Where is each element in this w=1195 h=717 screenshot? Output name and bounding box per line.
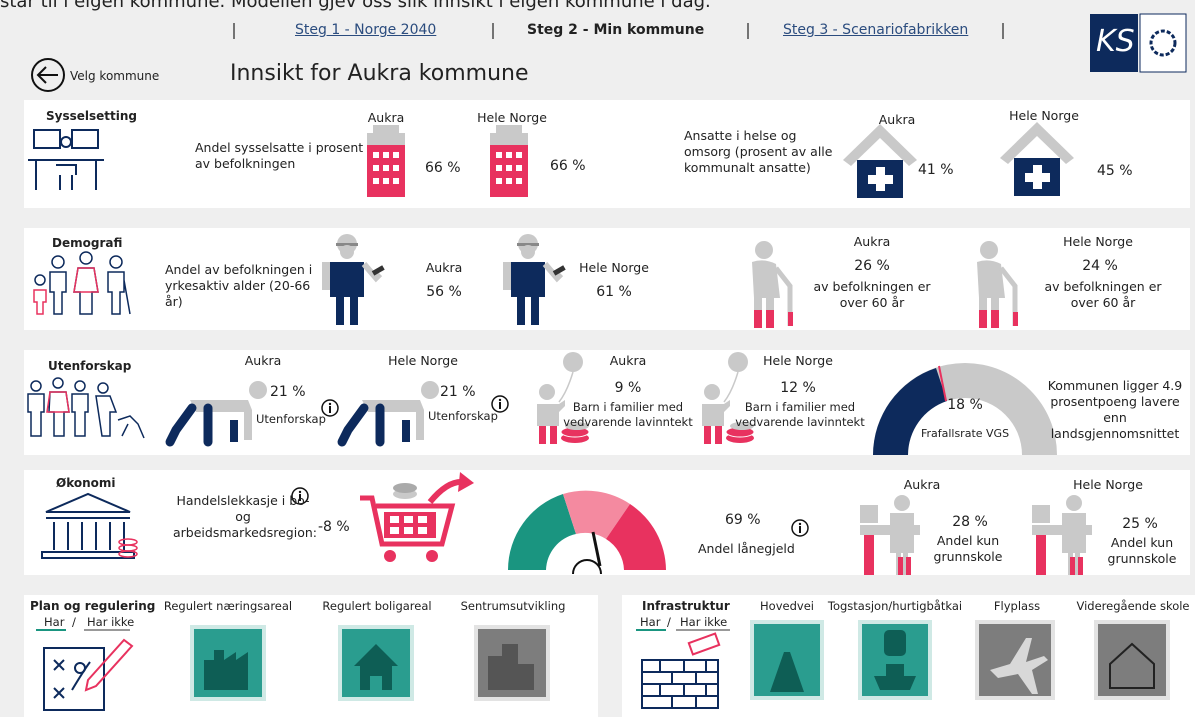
- metric-label: av befolkningen er over 60 år: [1044, 279, 1162, 310]
- plan-icon: [43, 638, 134, 711]
- value: 45 %: [1097, 163, 1133, 179]
- metric-label: Andel lånegjeld: [698, 541, 795, 556]
- bank-icon: [41, 492, 135, 559]
- item-label: Flyplass: [993, 599, 1041, 613]
- value: 18 %: [947, 397, 983, 413]
- metric-label: Barn i familier med vedvarende lavinntek…: [563, 400, 693, 429]
- section-title: Infrastruktur: [642, 599, 730, 613]
- place: Aukra: [853, 234, 891, 249]
- metric-label: Andel kun grunnskole: [933, 533, 1003, 564]
- tab-separator: /: [72, 615, 76, 629]
- metric-label: Barn i familier med vedvarende lavinntek…: [735, 400, 865, 429]
- item-label: Sentrumsutvikling: [460, 599, 566, 613]
- item-label: Togstasjon/hurtigbåtkai: [827, 599, 963, 613]
- value: 56 %: [426, 284, 462, 300]
- metric-label: Ansatte i helse og omsorg (prosent av al…: [684, 128, 833, 175]
- metric-label: Andel kun grunnskole: [1107, 535, 1177, 566]
- building-icon: [490, 125, 528, 197]
- place: Hele Norge: [579, 260, 649, 275]
- plan-tiles: [190, 625, 550, 701]
- place: Hele Norge: [1073, 477, 1143, 492]
- page-title: Innsikt for Aukra kommune: [230, 61, 529, 86]
- has-tab[interactable]: Har: [640, 615, 661, 629]
- value: -8 %: [318, 519, 350, 535]
- item-label: Hovedvei: [760, 599, 814, 613]
- place: Hele Norge: [477, 110, 547, 125]
- back-button[interactable]: [31, 58, 65, 92]
- value: 9 %: [614, 380, 642, 396]
- value: 25 %: [1122, 516, 1158, 532]
- info-icon[interactable]: [791, 519, 809, 537]
- place: Aukra: [367, 110, 405, 125]
- metric-label: Handelslekkasje i bo- og arbeidsmarkedsr…: [173, 493, 317, 540]
- section-title: Plan og regulering: [30, 599, 156, 613]
- logo-box: [1090, 14, 1138, 72]
- section-title: Sysselsetting: [46, 109, 138, 123]
- value: 66 %: [550, 158, 586, 174]
- intro-text: står til i eigen kommune. Modellen gjev …: [0, 0, 711, 12]
- place: Aukra: [878, 112, 916, 127]
- metric-label: Utenforskap: [428, 409, 498, 423]
- building-icon: [367, 125, 405, 197]
- place: Hele Norge: [388, 353, 458, 368]
- nav-link[interactable]: Steg 1 - Norge 2040: [295, 22, 437, 38]
- value: 66 %: [425, 160, 461, 176]
- coins-icon: [118, 538, 138, 558]
- place: Aukra: [244, 353, 282, 368]
- brick-icon: [641, 632, 721, 709]
- back-arrow: [36, 66, 58, 84]
- tab-separator: /: [667, 615, 671, 629]
- place: Aukra: [609, 353, 647, 368]
- value: 41 %: [918, 162, 954, 178]
- logo-text: KS: [1096, 24, 1135, 59]
- nav-current[interactable]: Steg 2 - Min kommune: [527, 22, 705, 38]
- place: Aukra: [903, 477, 941, 492]
- desk-icon: [28, 129, 104, 190]
- item-label: Regulert næringsareal: [163, 599, 293, 613]
- value: 24 %: [1082, 258, 1118, 274]
- has-tab[interactable]: Har: [44, 615, 65, 629]
- value: 21 %: [270, 384, 306, 400]
- metric-label: Frafallsrate VGS: [920, 427, 1010, 440]
- value: 21 %: [440, 384, 476, 400]
- place: Hele Norge: [763, 353, 833, 368]
- cart-icon: [360, 472, 474, 562]
- value: 61 %: [596, 284, 632, 300]
- place: Hele Norge: [1009, 108, 1079, 123]
- has-not-tab[interactable]: Har ikke: [87, 615, 135, 629]
- emblem-ring: [1149, 29, 1177, 57]
- place: Aukra: [425, 260, 463, 275]
- value: 26 %: [854, 258, 890, 274]
- section-title: Økonomi: [56, 476, 116, 490]
- dropout-gauge: [873, 363, 1057, 455]
- metric-label: Utenforskap: [256, 412, 326, 426]
- item-label: Videregående skole: [1076, 599, 1190, 613]
- item-label: Regulert boligareal: [322, 599, 432, 613]
- place: Hele Norge: [1063, 234, 1133, 249]
- has-not-tab[interactable]: Har ikke: [680, 615, 728, 629]
- back-label[interactable]: Velg kommune: [70, 69, 160, 83]
- metric-label: Andel sysselsatte i prosent av befolknin…: [195, 140, 364, 171]
- section-title: Demografi: [52, 236, 123, 250]
- value: 28 %: [952, 514, 988, 530]
- outside-icon: [27, 377, 145, 439]
- logo-emblem: [1139, 13, 1187, 73]
- value: 69 %: [725, 512, 761, 528]
- metric-label: av befolkningen er over 60 år: [813, 279, 931, 310]
- section-title: Utenforskap: [48, 359, 132, 373]
- infra-tiles: [750, 620, 1170, 700]
- metric-label: Andel av befolkningen i yrkesaktiv alder…: [165, 262, 313, 309]
- debt-gauge: [508, 490, 666, 575]
- nav-separators: [233, 23, 1004, 39]
- nav-link[interactable]: Steg 3 - Scenariofabrikken: [783, 22, 969, 38]
- comparison-text: Kommunen ligger 4.9 prosentpoeng lavere …: [1047, 378, 1183, 441]
- family-icon: [33, 251, 131, 315]
- value: 12 %: [780, 380, 816, 396]
